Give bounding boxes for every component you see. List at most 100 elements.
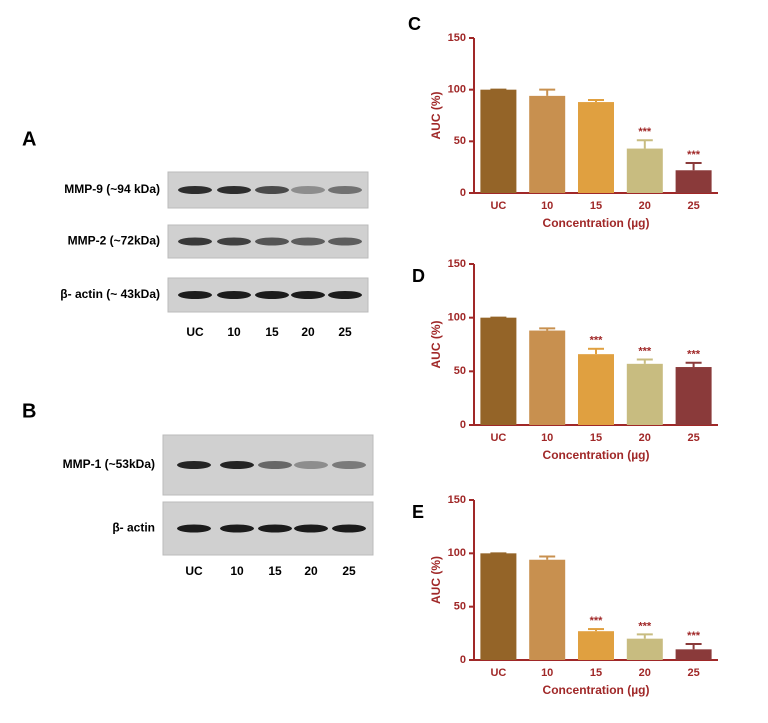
- panel-letter: C: [408, 14, 421, 34]
- blot-band: [328, 186, 362, 194]
- blot-band: [291, 186, 325, 194]
- lane-label: 10: [227, 325, 241, 339]
- x-tick-label: UC: [490, 432, 506, 444]
- lane-label: 10: [230, 564, 244, 578]
- y-tick-label: 100: [448, 312, 466, 324]
- panel-letter: E: [412, 502, 424, 522]
- x-tick-label: 25: [687, 667, 699, 679]
- x-tick-label: 20: [639, 200, 651, 212]
- blot-band: [328, 291, 362, 299]
- blot-band: [294, 461, 328, 469]
- panel-letter: D: [412, 266, 425, 286]
- lane-label: 25: [338, 325, 352, 339]
- significance-label: ***: [638, 620, 652, 632]
- x-tick-label: UC: [490, 200, 506, 212]
- bar: [529, 559, 566, 660]
- x-tick-label: UC: [490, 667, 506, 679]
- blot-band: [291, 291, 325, 299]
- blot-band: [217, 186, 251, 194]
- lane-label: 20: [304, 564, 318, 578]
- significance-label: ***: [638, 345, 652, 357]
- blot-band: [220, 461, 254, 469]
- bar: [480, 553, 517, 660]
- blot-band: [328, 237, 362, 246]
- x-tick-label: 15: [590, 432, 602, 444]
- blot-row-label: β- actin (~ 43kDa): [60, 287, 160, 301]
- bar: [675, 367, 712, 425]
- blot-band: [332, 461, 366, 469]
- bar: [480, 89, 517, 193]
- x-tick-label: 25: [687, 200, 699, 212]
- bar: [578, 354, 614, 425]
- y-tick-label: 150: [448, 494, 466, 506]
- x-axis-label: Concentration (µg): [543, 216, 650, 230]
- significance-label: ***: [590, 335, 604, 347]
- y-tick-label: 50: [454, 135, 466, 147]
- blot-band: [217, 237, 251, 246]
- x-tick-label: 10: [541, 200, 553, 212]
- y-tick-label: 100: [448, 547, 466, 559]
- blot-row-label: β- actin: [112, 521, 155, 535]
- blot-row-label: MMP-1 (~53kDa): [63, 457, 155, 471]
- lane-label: UC: [185, 564, 203, 578]
- bar: [675, 170, 712, 193]
- blot-band: [178, 186, 212, 194]
- blot-band: [291, 237, 325, 246]
- panel-letter: A: [22, 128, 36, 150]
- blot-band: [177, 524, 211, 533]
- x-axis-label: Concentration (µg): [543, 448, 650, 462]
- bar: [480, 317, 517, 425]
- lane-label: 25: [342, 564, 356, 578]
- x-tick-label: 25: [687, 432, 699, 444]
- y-axis-label: AUC (%): [429, 92, 443, 140]
- significance-label: ***: [590, 615, 604, 627]
- lane-label: 15: [268, 564, 282, 578]
- significance-label: ***: [687, 630, 701, 642]
- blot-band: [255, 291, 289, 299]
- x-tick-label: 10: [541, 667, 553, 679]
- significance-label: ***: [638, 126, 652, 138]
- bar: [626, 148, 663, 193]
- blot-band: [177, 461, 211, 469]
- bar: [675, 649, 712, 660]
- y-tick-label: 50: [454, 601, 466, 613]
- bar: [578, 631, 614, 660]
- blot-band: [255, 237, 289, 246]
- x-tick-label: 15: [590, 667, 602, 679]
- lane-label: 15: [265, 325, 279, 339]
- x-axis-label: Concentration (µg): [543, 683, 650, 697]
- x-tick-label: 20: [639, 432, 651, 444]
- bar: [578, 102, 614, 193]
- y-tick-label: 0: [460, 419, 466, 431]
- lane-label: UC: [186, 325, 204, 339]
- bar: [626, 363, 663, 425]
- y-tick-label: 150: [448, 258, 466, 270]
- bar: [626, 638, 663, 660]
- blot-band: [258, 461, 292, 469]
- blot-band: [178, 291, 212, 299]
- blot-band: [255, 186, 289, 194]
- y-tick-label: 0: [460, 187, 466, 199]
- y-tick-label: 150: [448, 32, 466, 44]
- blot-band: [258, 524, 292, 533]
- x-tick-label: 20: [639, 667, 651, 679]
- blot-band: [332, 524, 366, 533]
- lane-label: 20: [301, 325, 315, 339]
- x-tick-label: 15: [590, 200, 602, 212]
- y-tick-label: 50: [454, 365, 466, 377]
- significance-label: ***: [687, 149, 701, 161]
- x-tick-label: 10: [541, 432, 553, 444]
- y-tick-label: 0: [460, 654, 466, 666]
- y-axis-label: AUC (%): [429, 556, 443, 604]
- bar: [529, 330, 566, 425]
- significance-label: ***: [687, 349, 701, 361]
- y-axis-label: AUC (%): [429, 321, 443, 369]
- y-tick-label: 100: [448, 84, 466, 96]
- panel-letter: B: [22, 400, 36, 422]
- blot-row-label: MMP-9 (~94 kDa): [64, 182, 160, 196]
- blot-band: [178, 237, 212, 246]
- blot-row-label: MMP-2 (~72kDa): [68, 234, 160, 248]
- blot-band: [217, 291, 251, 299]
- blot-band: [220, 524, 254, 533]
- bar: [529, 95, 566, 193]
